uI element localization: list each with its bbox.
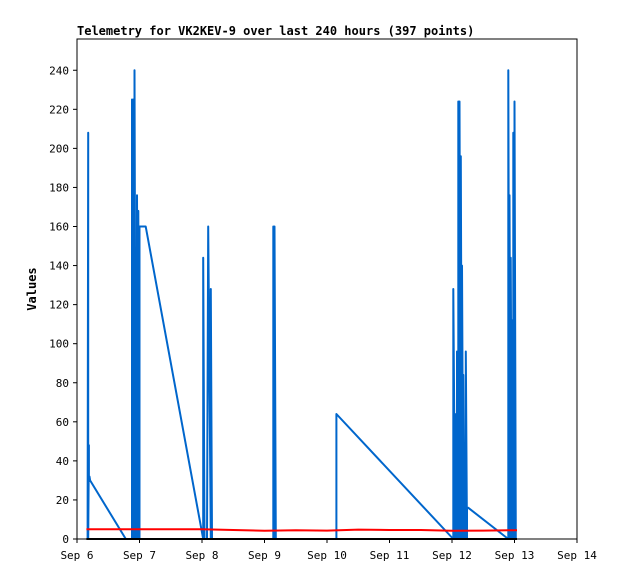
- plot-area: [86, 69, 517, 540]
- y-tick-label: 180: [49, 181, 69, 194]
- y-tick-label: 0: [62, 533, 69, 546]
- x-tick-label: Sep 9: [248, 549, 281, 562]
- x-tick-label: Sep 10: [307, 549, 347, 562]
- y-tick-label: 80: [56, 377, 69, 390]
- series-line-red: [86, 528, 517, 532]
- x-tick-label: Sep 14: [557, 549, 597, 562]
- y-axis-label: Values: [25, 267, 39, 310]
- chart-title: Telemetry for VK2KEV-9 over last 240 hou…: [77, 24, 474, 38]
- x-tick-label: Sep 13: [495, 549, 535, 562]
- y-tick-label: 120: [49, 299, 69, 312]
- y-tick-label: 220: [49, 103, 69, 116]
- y-tick-label: 140: [49, 260, 69, 273]
- x-tick-label: Sep 12: [432, 549, 472, 562]
- y-tick-label: 200: [49, 142, 69, 155]
- plot-frame: [76, 38, 578, 540]
- x-tick-label: Sep 7: [123, 549, 156, 562]
- x-tick-label: Sep 8: [185, 549, 218, 562]
- x-tick-label: Sep 6: [60, 549, 93, 562]
- x-axis: Sep 6 Sep 7 Sep 8 Sep 9 Sep 10 Sep 11 Sep 12 Se…: [60, 539, 597, 562]
- x-tick-label: Sep 11: [370, 549, 410, 562]
- y-tick-label: 160: [49, 221, 69, 234]
- series-line-blue: [86, 69, 517, 540]
- y-tick-label: 40: [56, 455, 69, 468]
- y-tick-label: 240: [49, 64, 69, 77]
- y-tick-label: 60: [56, 416, 69, 429]
- y-tick-label: 100: [49, 338, 69, 351]
- y-tick-label: 20: [56, 494, 69, 507]
- y-axis: 0 20 40 60 80 100 120 140 160 180 200 220 240: [49, 64, 77, 546]
